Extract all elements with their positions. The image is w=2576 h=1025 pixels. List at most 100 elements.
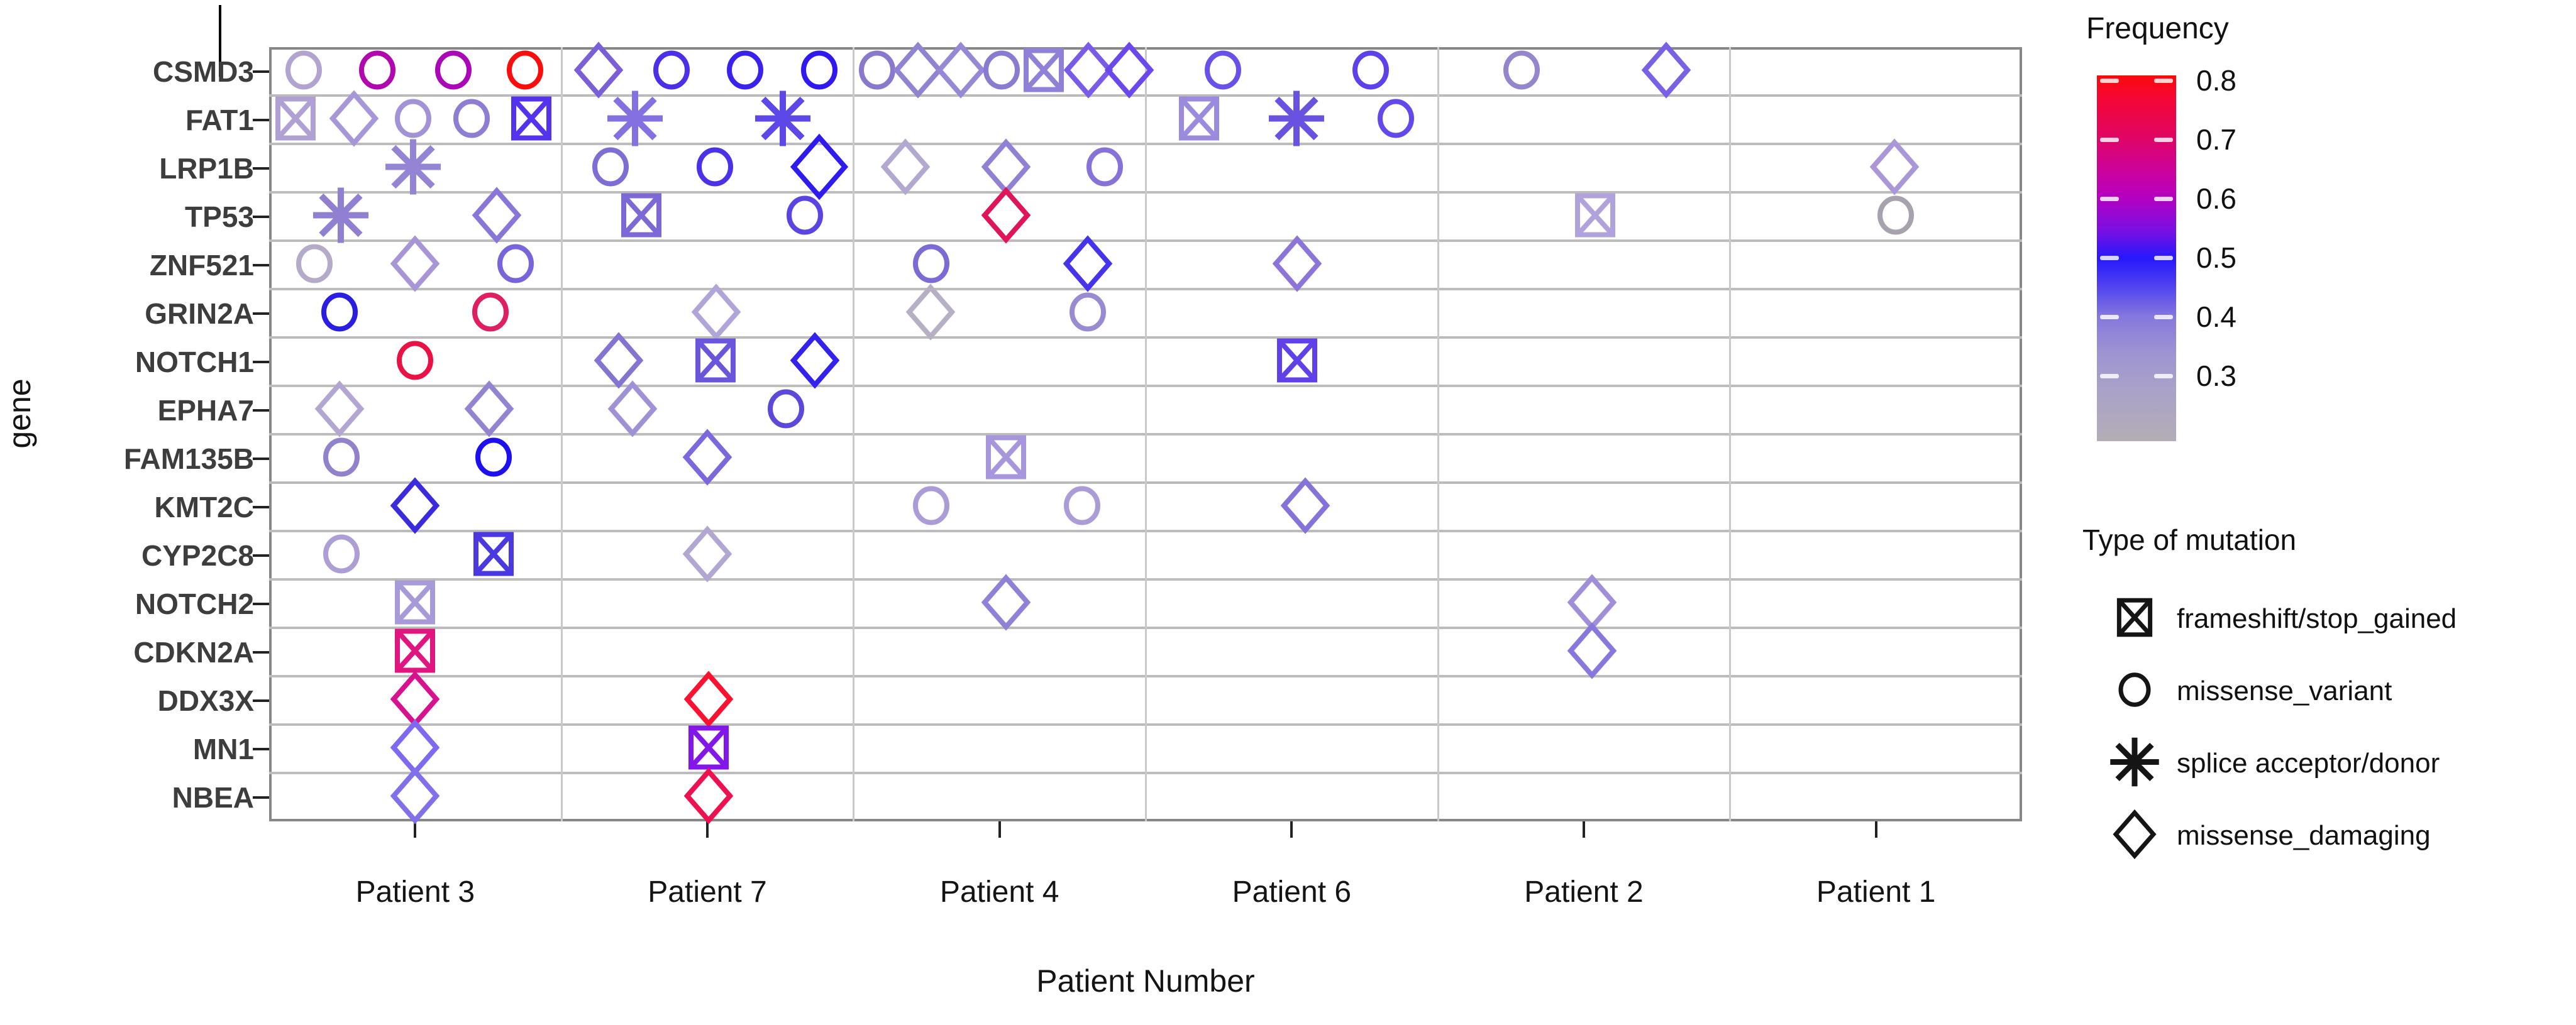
- mutation-legend-label: frameshift/stop_gained: [2177, 603, 2457, 634]
- diamond-marker-icon: [390, 234, 440, 292]
- diamond-marker-icon: [790, 133, 849, 200]
- crossed-square-marker-icon: [473, 532, 514, 576]
- x-axis-title: Patient Number: [1036, 963, 1255, 999]
- data-point: [674, 126, 756, 211]
- data-point: [965, 174, 1047, 259]
- colorbar-tick-mark: [2154, 373, 2173, 378]
- circle-marker-icon: [453, 99, 490, 138]
- data-point: [965, 561, 1047, 646]
- frequency-legend-title: Frequency: [2086, 12, 2229, 45]
- data-point: [1330, 29, 1412, 114]
- colorbar-tick-label: 0.8: [2196, 64, 2236, 97]
- diamond-marker-icon: [691, 283, 741, 341]
- data-point: [865, 126, 946, 211]
- data-point: [742, 77, 824, 162]
- data-point: [299, 368, 380, 452]
- circle-marker-icon: [1070, 292, 1106, 331]
- v-gridline: [1729, 47, 1732, 821]
- gene-label: CDKN2A: [133, 635, 254, 669]
- data-point: [764, 174, 846, 259]
- data-point: [1182, 29, 1264, 114]
- x-tick: [706, 821, 709, 838]
- y-tick: [253, 747, 269, 750]
- circle-marker-icon: [497, 244, 534, 283]
- data-point: [1256, 319, 1338, 404]
- circle-marker-icon: [321, 292, 358, 331]
- circle-marker-icon: [323, 437, 360, 476]
- circle-marker-icon: [323, 534, 360, 573]
- colorbar-tick-label: 0.3: [2196, 359, 2236, 392]
- data-point: [836, 29, 918, 114]
- asterisk-marker-icon: [607, 90, 663, 146]
- data-point: [301, 513, 382, 598]
- circle-marker-icon: [1503, 50, 1540, 89]
- diamond-marker-icon: [880, 138, 931, 195]
- data-point: [1355, 77, 1437, 162]
- data-point: [877, 29, 959, 114]
- circle-marker-icon: [913, 244, 949, 283]
- circle-marker-icon: [1086, 147, 1123, 186]
- gene-label: FAT1: [185, 103, 254, 136]
- data-point: [1481, 29, 1562, 114]
- crossed-square-marker-icon: [1179, 96, 1219, 140]
- colorbar-tick-label: 0.6: [2196, 182, 2236, 216]
- y-tick: [253, 699, 269, 702]
- mutation-legend-label: splice acceptor/donor: [2177, 748, 2440, 779]
- diamond-marker-icon: [1641, 41, 1691, 99]
- circle-marker-icon: [727, 50, 763, 89]
- v-gridline: [1145, 47, 1147, 821]
- data-point: [374, 561, 456, 646]
- data-point: [675, 271, 757, 356]
- crossed-square-marker-icon: [1277, 338, 1317, 382]
- diamond-marker-icon: [682, 525, 732, 583]
- y-tick: [253, 360, 269, 363]
- circle-marker-icon: [787, 195, 823, 234]
- diamond-marker-icon: [683, 767, 734, 825]
- circle-marker-icon: [475, 437, 512, 476]
- patient-label: Patient 3: [355, 875, 475, 909]
- circle-marker-icon: [697, 147, 733, 186]
- data-point: [1158, 77, 1240, 162]
- diamond-marker-icon: [1063, 41, 1114, 99]
- v-gridline: [1437, 47, 1439, 821]
- data-point: [300, 174, 382, 259]
- colorbar-tick-label: 0.7: [2196, 123, 2236, 156]
- circle-marker-icon: [983, 50, 1020, 89]
- data-point: [666, 513, 748, 598]
- data-point: [778, 126, 860, 211]
- data-point: [372, 77, 454, 162]
- data-point: [1625, 29, 1707, 114]
- y-tick: [253, 650, 269, 654]
- v-gridline: [853, 47, 855, 821]
- y-tick: [253, 408, 269, 412]
- diamond-marker-icon: [683, 670, 734, 728]
- y-tick: [253, 796, 269, 799]
- data-point: [1256, 77, 1337, 162]
- patient-label: Patient 7: [648, 875, 767, 909]
- patient-label: Patient 6: [1232, 875, 1352, 909]
- data-point: [570, 126, 651, 211]
- colorbar-tick-mark: [2100, 255, 2119, 260]
- x-tick: [1874, 821, 1877, 838]
- data-point: [668, 706, 749, 791]
- diamond-marker-icon: [981, 186, 1031, 244]
- crossed-square-marker-icon: [986, 435, 1026, 479]
- text-cursor-artifact: [219, 5, 221, 77]
- y-tick: [253, 167, 269, 170]
- gene-label: NBEA: [172, 781, 254, 814]
- colorbar-tick-mark: [2154, 255, 2173, 260]
- circle-marker-icon: [285, 50, 322, 89]
- data-point: [475, 222, 556, 307]
- crossed-square-marker-icon: [511, 96, 551, 140]
- data-point: [600, 174, 682, 259]
- v-gridline: [560, 47, 563, 821]
- crossed-square-marker-icon: [275, 96, 316, 140]
- data-point: [274, 222, 355, 307]
- data-point: [255, 77, 336, 162]
- circle-marker-icon: [1352, 50, 1389, 89]
- circle-marker-icon: [359, 50, 395, 89]
- data-point: [668, 755, 749, 840]
- colorbar-tick-mark: [2154, 137, 2173, 142]
- gene-label: GRIN2A: [145, 297, 254, 330]
